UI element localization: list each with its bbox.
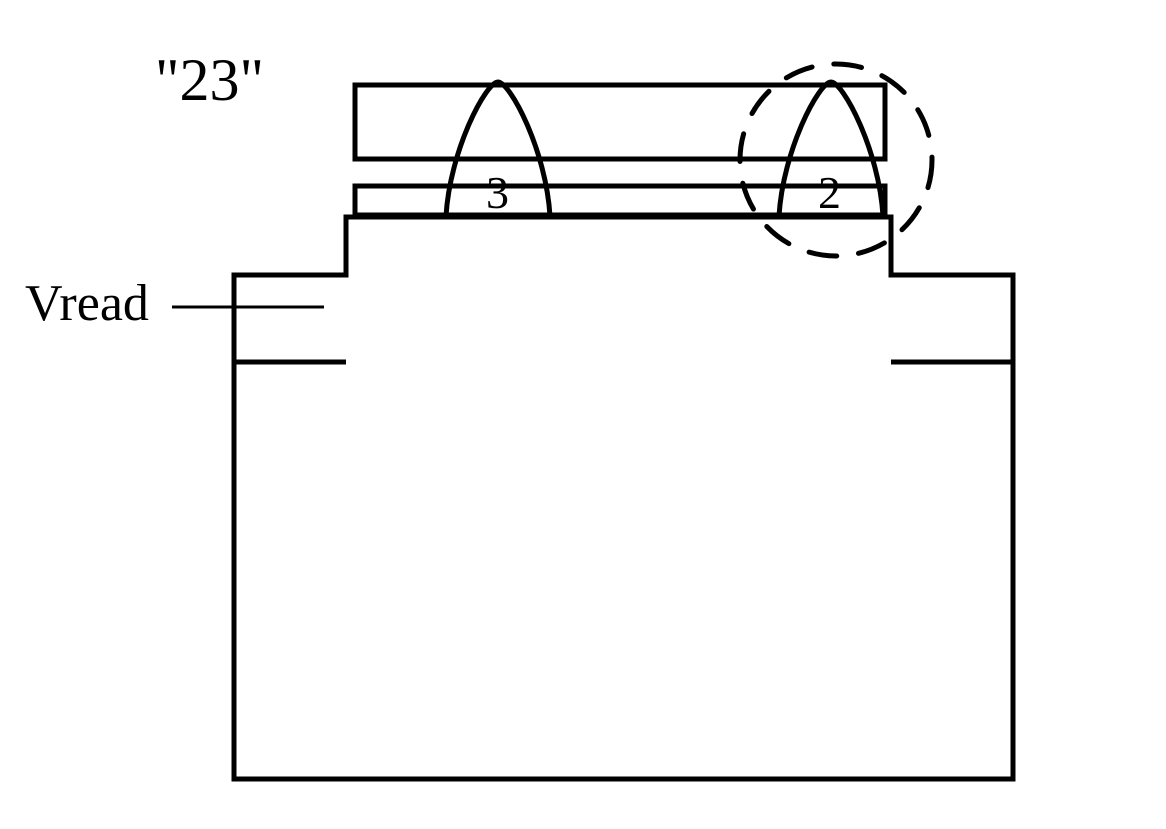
- title-label: "23": [155, 47, 264, 113]
- thin-layer: [355, 186, 885, 215]
- diagram-svg: 3 2 "23" Vread: [0, 0, 1166, 829]
- left-blob-label: 3: [486, 167, 509, 218]
- substrate-outline: [234, 217, 1013, 779]
- vread-label: Vread: [25, 275, 149, 332]
- right-blob-label: 2: [818, 167, 841, 218]
- diagram-stage: 3 2 "23" Vread: [0, 0, 1166, 829]
